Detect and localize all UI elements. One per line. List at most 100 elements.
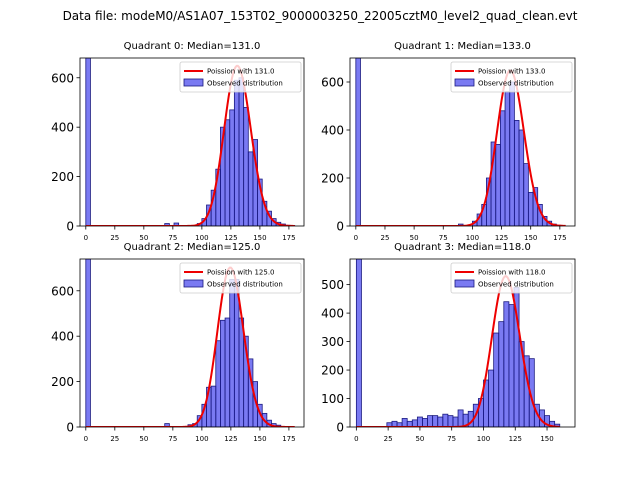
quadrant-3-plot-area — [355, 259, 561, 427]
legend: Poission with 133.0 Observed distribution — [450, 61, 573, 93]
legend-box — [179, 61, 302, 93]
x-tick-label: 175 — [282, 435, 295, 443]
y-tick-label: 200 — [321, 364, 344, 378]
x-tick-label: 150 — [253, 435, 266, 443]
x-tick-label: 0 — [84, 234, 88, 242]
legend-hist-swatch — [183, 78, 204, 87]
histogram-bar — [416, 416, 423, 427]
y-tick-label: 400 — [51, 121, 74, 135]
subplot-title: Quadrant 0: Median=131.0 — [124, 41, 261, 52]
legend-hist-label: Observed distribution — [207, 281, 283, 289]
x-tick-label: 50 — [139, 435, 148, 443]
quadrant-0-plot-area — [85, 58, 296, 226]
y-tick-label: 0 — [66, 421, 74, 435]
histogram-bar — [233, 279, 240, 427]
x-tick-label: 175 — [553, 234, 566, 242]
quadrant-1-axes: 0 25 50 75 100 125 150 175 0 200 400 600 Quadrant 1:… — [321, 41, 576, 242]
histogram-bar — [488, 369, 495, 427]
axes-frame — [349, 57, 576, 227]
subplot-title: Quadrant 2: Median=125.0 — [124, 242, 261, 253]
y-tick-label: 400 — [321, 307, 344, 321]
figure-title: Data file: modeM0/AS1A07_153T02_90000032… — [62, 9, 578, 23]
x-tick-label: 150 — [540, 435, 553, 443]
histogram-bar — [442, 413, 449, 427]
x-tick-label: 100 — [477, 435, 490, 443]
histogram-bar — [495, 143, 501, 226]
x-tick-label: 50 — [139, 234, 148, 242]
y-tick-label: 600 — [51, 284, 74, 298]
histogram-bar — [499, 110, 506, 226]
histogram-bar — [401, 418, 408, 427]
y-tick-label: 0 — [66, 220, 74, 234]
histogram-bar — [437, 416, 444, 427]
histogram-bar — [224, 317, 231, 427]
y-tick-label: 600 — [321, 76, 344, 90]
y-tick-label: 500 — [321, 278, 344, 292]
x-tick-label: 125 — [224, 435, 237, 443]
x-tick-label: 75 — [439, 234, 448, 242]
x-tick-label: 100 — [195, 435, 208, 443]
histogram-bar — [85, 58, 91, 226]
x-tick-label: 175 — [282, 234, 295, 242]
x-tick-label: 75 — [168, 435, 177, 443]
quadrant-2-axes: 0 25 50 75 100 125 150 175 0 200 400 600 Quadrant 2:… — [51, 242, 305, 443]
y-tick-label: 200 — [321, 172, 344, 186]
histogram-bar — [229, 279, 235, 427]
axes-frame — [349, 258, 576, 428]
y-tick-label: 200 — [51, 375, 74, 389]
y-tick-label: 200 — [51, 170, 74, 184]
legend-box — [450, 262, 573, 294]
histogram-bar — [224, 119, 231, 226]
histogram-bar — [164, 223, 170, 226]
x-tick-label: 50 — [410, 234, 419, 242]
legend-curve-label: Poission with 133.0 — [478, 68, 546, 76]
legend-box — [179, 262, 302, 294]
legend-hist-swatch — [454, 78, 475, 87]
histogram-bar — [229, 109, 235, 226]
histogram-bar — [247, 151, 254, 226]
legend: Poission with 131.0 Observed distribution — [179, 61, 302, 93]
histogram-bar — [493, 332, 500, 427]
x-tick-label: 150 — [253, 234, 266, 242]
histogram-bar — [411, 419, 418, 427]
legend-hist-label: Observed distribution — [478, 80, 554, 88]
histogram-bar — [243, 107, 249, 226]
histogram-bar — [238, 77, 245, 226]
y-tick-label: 300 — [321, 335, 344, 349]
histogram-bar — [527, 191, 534, 226]
subplot-title: Quadrant 1: Median=133.0 — [394, 41, 531, 52]
histogram-bar — [427, 415, 434, 427]
quadrant-3-axes: 0 25 50 75 100 125 150 0 100 200 300 400 500 Quadrant… — [321, 242, 576, 443]
legend-hist-swatch — [183, 279, 204, 288]
x-tick-label: 0 — [354, 435, 358, 443]
histogram-bar — [215, 340, 221, 427]
histogram-bar — [233, 79, 240, 226]
x-tick-label: 25 — [384, 435, 393, 443]
histogram-bar — [238, 317, 245, 427]
x-tick-label: 125 — [224, 234, 237, 242]
legend: Poission with 125.0 Observed distribution — [179, 262, 302, 294]
histogram-bar — [509, 81, 515, 226]
quadrant-2-plot-area — [85, 259, 295, 427]
histogram-bar — [498, 321, 505, 427]
y-tick-label: 400 — [321, 124, 344, 138]
histogram-bar — [422, 418, 428, 427]
x-tick-label: 150 — [524, 234, 537, 242]
x-tick-label: 100 — [466, 234, 479, 242]
histogram-bar — [164, 423, 170, 427]
axes-frame — [79, 258, 305, 428]
y-tick-label: 0 — [336, 220, 344, 234]
histogram-bar — [457, 409, 464, 427]
axes-frame — [79, 57, 305, 227]
histogram-bar — [85, 259, 91, 427]
histogram-bar — [504, 91, 511, 226]
x-tick-label: 100 — [195, 234, 208, 242]
histogram-bar — [447, 415, 454, 427]
legend-hist-swatch — [454, 279, 475, 288]
histogram-bar — [518, 129, 525, 226]
histogram-bar — [513, 120, 520, 226]
histogram-bar — [220, 319, 226, 427]
x-tick-label: 0 — [354, 234, 358, 242]
x-tick-label: 125 — [509, 435, 522, 443]
histogram-bar — [523, 163, 529, 226]
